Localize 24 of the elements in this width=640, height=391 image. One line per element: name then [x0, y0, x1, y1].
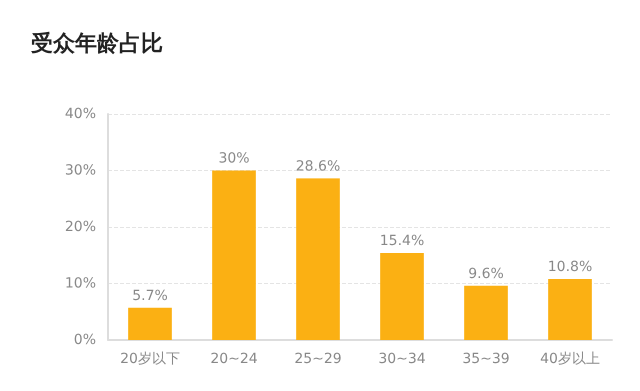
bar — [212, 170, 256, 340]
data-label: 9.6% — [468, 266, 504, 282]
y-tick-label: 10% — [64, 276, 96, 292]
chart-title: 受众年龄占比 — [31, 32, 163, 56]
bar — [380, 252, 424, 340]
data-label: 5.7% — [132, 288, 168, 304]
data-label: 10.8% — [548, 258, 592, 275]
y-tick-label: 0% — [74, 332, 96, 348]
bar — [548, 278, 592, 340]
x-tick-label: 20岁以下 — [120, 351, 180, 367]
x-tick-label: 35~39 — [462, 351, 510, 367]
y-tick-label: 40% — [64, 106, 96, 122]
bar — [128, 308, 172, 340]
x-tick-label: 20~24 — [210, 351, 258, 367]
x-tick-label: 30~34 — [378, 351, 426, 367]
bar — [296, 178, 340, 340]
data-label: 28.6% — [296, 158, 340, 174]
data-label: 15.4% — [380, 232, 424, 249]
data-label: 30% — [218, 150, 250, 166]
bar — [464, 286, 508, 340]
x-tick-label: 25~29 — [294, 351, 342, 367]
y-tick-label: 20% — [64, 219, 96, 235]
y-tick-label: 30% — [64, 162, 96, 178]
x-tick-label: 40岁以上 — [540, 351, 600, 367]
